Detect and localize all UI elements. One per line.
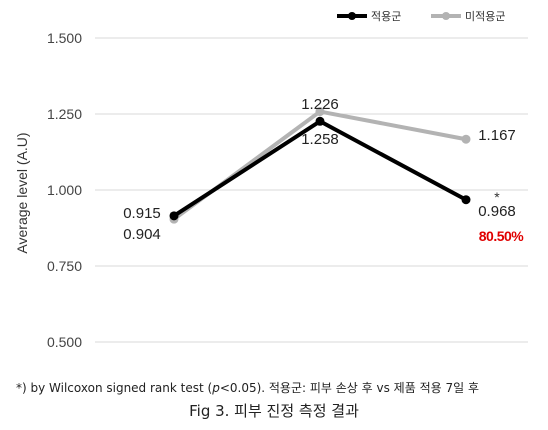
data-point <box>169 211 179 221</box>
series-line <box>172 109 467 221</box>
y-axis-ticks: 0.500 0.750 1.000 1.250 1.500 <box>47 30 82 350</box>
legend-marker <box>348 12 356 20</box>
y-axis-label: Average level (A.U) <box>14 132 30 253</box>
legend: 적용군 미적용군 <box>337 10 505 23</box>
line-chart: 0.500 0.750 1.000 1.250 1.500 Average level … <box>14 10 528 350</box>
series-lines <box>169 107 471 224</box>
figure-caption: Fig 3. 피부 진정 측정 결과 <box>189 402 359 420</box>
data-label: 1.258 <box>301 131 339 148</box>
footnote-suffix: <0.05). 적용군: 피부 손상 후 vs 제품 적용 7일 후 <box>219 381 480 395</box>
data-label: 1.226 <box>301 96 339 113</box>
legend-label: 미적용군 <box>465 10 505 23</box>
data-label: 0.904 <box>123 226 161 243</box>
data-point <box>461 195 471 205</box>
data-label: 1.167 <box>478 127 516 144</box>
gridlines <box>95 37 528 343</box>
y-tick-label: 0.750 <box>47 258 82 274</box>
y-tick-label: 0.500 <box>47 334 82 350</box>
legend-label: 적용군 <box>371 10 401 23</box>
significance-marker: * <box>494 189 500 205</box>
footnote: *) by Wilcoxon signed rank test (p<0.05)… <box>16 379 546 396</box>
data-label: 0.915 <box>123 205 161 222</box>
y-tick-label: 1.000 <box>47 182 82 198</box>
percent-annotation: 80.50% <box>479 228 525 244</box>
data-point <box>315 107 325 117</box>
footnote-p: p <box>212 381 220 395</box>
y-tick-label: 1.250 <box>47 106 82 122</box>
data-point <box>461 134 471 144</box>
data-label: 0.968 <box>478 203 516 220</box>
legend-marker <box>442 12 450 20</box>
footnote-prefix: *) by Wilcoxon signed rank test ( <box>16 381 213 395</box>
data-point <box>315 116 325 126</box>
data-labels: 0.915 1.258 0.968 0.904 1.226 1.167 <box>123 96 516 243</box>
y-tick-label: 1.500 <box>47 30 82 46</box>
